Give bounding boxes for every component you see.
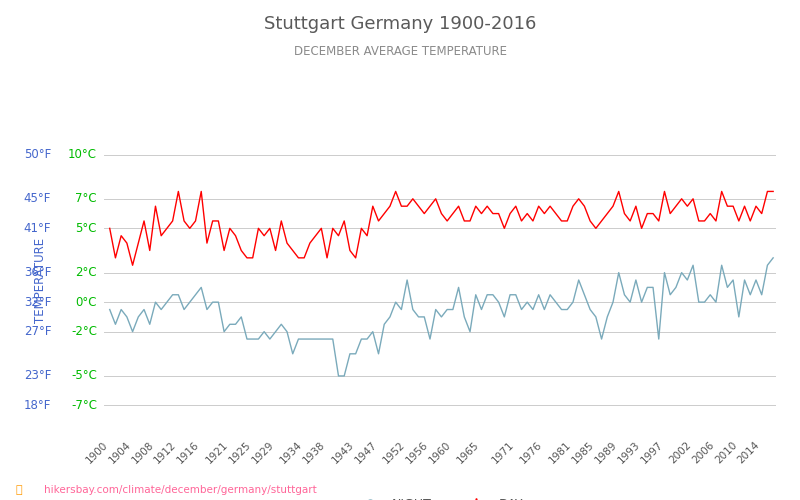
- Text: 23°F: 23°F: [24, 370, 51, 382]
- Text: 18°F: 18°F: [24, 399, 51, 412]
- Text: 10°C: 10°C: [68, 148, 97, 161]
- Text: 27°F: 27°F: [24, 325, 51, 338]
- Text: -5°C: -5°C: [71, 370, 97, 382]
- Text: 0°C: 0°C: [75, 296, 97, 308]
- Text: hikersbay.com/climate/december/germany/stuttgart: hikersbay.com/climate/december/germany/s…: [44, 485, 317, 495]
- Text: 41°F: 41°F: [24, 222, 51, 235]
- Text: 2°C: 2°C: [75, 266, 97, 279]
- Text: 45°F: 45°F: [24, 192, 51, 205]
- Text: -7°C: -7°C: [71, 399, 97, 412]
- Text: 7°C: 7°C: [75, 192, 97, 205]
- Text: Stuttgart Germany 1900-2016: Stuttgart Germany 1900-2016: [264, 15, 536, 33]
- Text: 📍: 📍: [16, 485, 22, 495]
- Text: 50°F: 50°F: [24, 148, 51, 161]
- Text: DECEMBER AVERAGE TEMPERATURE: DECEMBER AVERAGE TEMPERATURE: [294, 45, 506, 58]
- Y-axis label: TEMPERATURE: TEMPERATURE: [34, 238, 47, 322]
- Text: 32°F: 32°F: [24, 296, 51, 308]
- Text: 36°F: 36°F: [24, 266, 51, 279]
- Text: -2°C: -2°C: [71, 325, 97, 338]
- Legend: NIGHT, DAY: NIGHT, DAY: [352, 492, 528, 500]
- Text: 5°C: 5°C: [75, 222, 97, 235]
